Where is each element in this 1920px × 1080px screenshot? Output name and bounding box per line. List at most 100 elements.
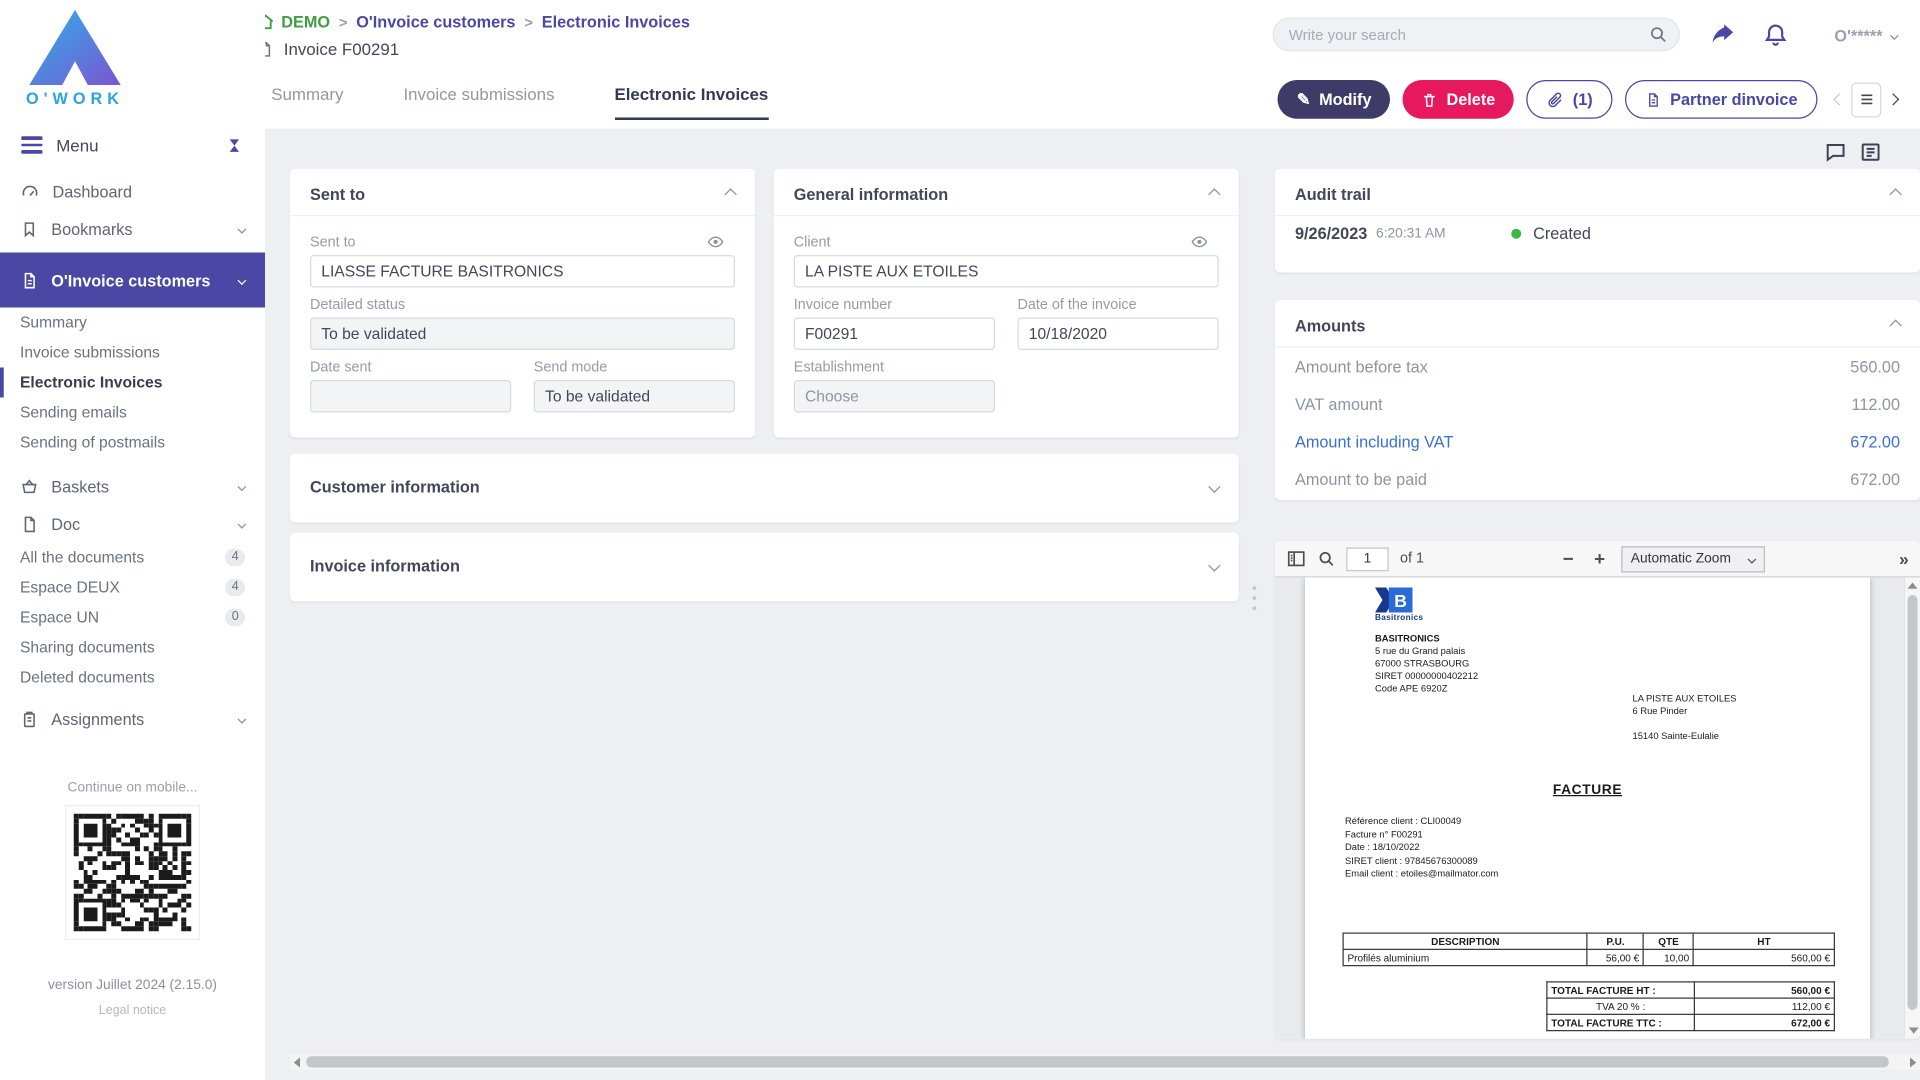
subitem-label: Summary [20,313,87,332]
partner-invoice-button[interactable]: Partner dinvoice [1625,80,1818,119]
sidebar-subitem-electronic-invoices[interactable]: Electronic Invoices [0,367,265,398]
sidebar-subitem-invoice-submissions[interactable]: Invoice submissions [0,338,265,368]
sidebar-subitem-summary[interactable]: Summary [0,308,265,338]
scroll-up-arrow[interactable] [1907,582,1918,589]
sidebar-item-oinvoice-customers[interactable]: O'Invoice customers [0,252,265,308]
pdf-search-icon[interactable] [1318,550,1336,568]
sidebar-subitem-espace-un[interactable]: Espace UN 0 [0,603,265,633]
clipboard-icon [23,710,35,727]
client-label: Client [793,234,831,250]
sent-to-panel-header[interactable]: Sent to [290,169,755,217]
sidebar-subitem-espace-deux[interactable]: Espace DEUX 4 [0,573,265,603]
send-mode-input[interactable] [533,380,735,413]
menu-label: Menu [56,135,99,155]
comments-icon[interactable] [1824,140,1848,164]
invoice-date-input[interactable] [1017,317,1219,350]
sidebar-subitem-sending-emails[interactable]: Sending emails [0,398,265,428]
invoice-info-panel: Invoice information [290,532,1239,602]
client-input[interactable] [793,255,1219,288]
count-badge: 4 [225,548,245,567]
subitem-label: Sharing documents [20,638,155,657]
scroll-thumb[interactable] [1907,595,1918,1010]
pdf-sidebar-toggle-icon[interactable] [1286,549,1306,569]
scroll-thumb[interactable] [306,1056,1889,1068]
date-sent-input[interactable] [310,380,512,413]
attachments-button[interactable]: (1) [1526,80,1613,119]
amount-label: Amount to be paid [1295,469,1427,489]
sidebar-item-assignments[interactable]: Assignments [0,700,265,738]
sidebar-item-baskets[interactable]: Baskets [0,468,265,506]
general-info-title: General information [793,185,949,204]
search-input[interactable] [1272,17,1680,52]
menu-toggle[interactable]: Menu [0,128,265,163]
tab-summary[interactable]: Summary [271,85,344,104]
sidebar-subitem-sharing-documents[interactable]: Sharing documents [0,633,265,663]
hamburger-icon [21,136,43,154]
record-list-button[interactable] [1851,81,1882,117]
sidebar-subitem-sending-postmails[interactable]: Sending of postmails [0,428,265,458]
sidebar-item-label: Dashboard [52,181,133,201]
modify-button[interactable]: ✎ Modify [1278,80,1391,119]
general-info-panel-header[interactable]: General information [773,169,1239,217]
customer-info-header[interactable]: Customer information [290,454,1239,508]
sidebar-item-label: Baskets [51,476,110,496]
amount-before-tax-row: Amount before tax 560.00 [1275,348,1920,386]
share-icon[interactable] [1710,21,1736,47]
legal-notice-link[interactable]: Legal notice [98,1003,167,1018]
bookmark-icon [24,221,35,237]
user-menu[interactable]: O'***** [1834,26,1899,45]
pdf-page-input[interactable] [1346,546,1389,571]
customer-info-title: Customer information [310,477,480,497]
hourglass-icon[interactable] [225,136,244,155]
tab-electronic-invoices[interactable]: Electronic Invoices [614,85,769,120]
pdf-zoom-value: Automatic Zoom [1630,551,1731,567]
scroll-right-arrow[interactable] [1910,1057,1917,1068]
invoice-items-table: DESCRIPTION P.U. QTE HT Profilés alumini… [1342,932,1836,967]
pdf-zoom-select[interactable]: Automatic Zoom [1620,545,1765,572]
sidebar-item-bookmarks[interactable]: Bookmarks [0,210,265,248]
bell-icon[interactable] [1763,21,1789,47]
eye-icon[interactable] [706,234,725,250]
column-resizer[interactable] [1252,586,1257,610]
pencil-icon: ✎ [1296,89,1311,109]
zoom-out-button[interactable]: − [1562,548,1574,570]
previous-record-icon[interactable] [1833,93,1846,106]
breadcrumb-link-einvoices[interactable]: Electronic Invoices [541,12,690,32]
scroll-left-arrow[interactable] [293,1057,300,1068]
amount-including-vat-row[interactable]: Amount including VAT 672.00 [1275,423,1920,461]
journal-icon[interactable] [1859,140,1883,164]
zoom-in-button[interactable]: + [1594,548,1606,570]
eye-icon[interactable] [1190,234,1209,250]
sent-to-input[interactable] [310,255,735,288]
establishment-select[interactable]: Choose [793,380,995,413]
search-icon[interactable] [1649,25,1668,44]
expand-icon [1208,480,1221,494]
audit-trail-header[interactable]: Audit trail [1275,169,1920,217]
amounts-header[interactable]: Amounts [1275,300,1920,348]
breadcrumb-link-oinvoice[interactable]: O'Invoice customers [356,12,516,32]
tab-invoice-submissions[interactable]: Invoice submissions [403,85,555,104]
amount-label: Amount including VAT [1295,431,1454,451]
horizontal-scrollbar[interactable] [290,1053,1920,1070]
breadcrumb-home[interactable]: DEMO [256,13,330,31]
subitem-label: All the documents [20,548,145,567]
detailed-status-input[interactable] [310,317,735,350]
sent-to-panel-title: Sent to [310,185,366,204]
pdf-vertical-scrollbar[interactable] [1903,577,1920,1039]
sidebar-subitem-deleted-documents[interactable]: Deleted documents [0,663,265,693]
sent-to-field-label: Sent to [310,234,356,250]
count-badge: 4 [225,578,245,597]
sidebar-item-dashboard[interactable]: Dashboard [0,173,265,211]
audit-date: 9/26/2023 [1295,223,1368,243]
breadcrumb-separator: > [338,13,348,31]
delete-button[interactable]: Delete [1402,80,1515,119]
next-record-icon[interactable] [1886,93,1900,106]
pdf-more-tools-icon[interactable]: » [1898,548,1909,569]
invoice-file-icon [1649,92,1659,107]
invoice-info-header[interactable]: Invoice information [290,533,1239,587]
invoice-number-input[interactable] [793,317,995,350]
invoice-number-label: Invoice number [793,297,893,313]
sidebar-subitem-all-documents[interactable]: All the documents 4 [0,543,265,573]
sidebar-item-doc[interactable]: Doc [0,505,265,543]
scroll-down-arrow[interactable] [1908,1027,1919,1034]
